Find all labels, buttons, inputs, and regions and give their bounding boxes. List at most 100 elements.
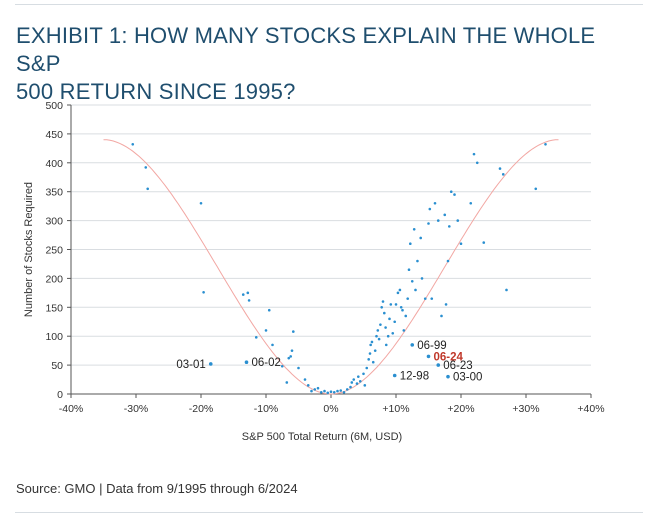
x-tick-label: 0% xyxy=(323,403,338,415)
data-point xyxy=(428,207,432,211)
data-point xyxy=(423,297,427,300)
data-point xyxy=(363,384,367,387)
data-point xyxy=(371,360,375,364)
y-tick-label: 150 xyxy=(45,302,63,314)
data-point xyxy=(456,219,460,222)
data-point xyxy=(375,334,378,338)
data-point xyxy=(398,288,402,292)
data-point xyxy=(414,288,417,292)
data-point xyxy=(419,236,423,240)
data-point xyxy=(326,391,330,395)
x-tick-label: -40% xyxy=(59,403,84,415)
y-tick-label: 300 xyxy=(45,216,63,228)
data-point xyxy=(349,385,352,389)
labeled-point-12-98 xyxy=(392,373,397,378)
data-point xyxy=(394,303,398,306)
data-point xyxy=(376,329,380,332)
point-label-06-23: 06-23 xyxy=(443,360,472,372)
data-point xyxy=(264,329,268,332)
data-point xyxy=(297,366,300,370)
data-point xyxy=(443,213,447,217)
grid-lines xyxy=(71,104,591,366)
data-point xyxy=(369,343,372,347)
data-point xyxy=(383,311,386,315)
data-point xyxy=(355,382,359,385)
y-axis-label: Number of Stocks Required xyxy=(23,182,35,317)
data-point xyxy=(146,187,149,191)
data-point xyxy=(427,222,430,225)
data-point xyxy=(389,303,393,306)
data-point xyxy=(350,381,354,384)
x-tick-label: -10% xyxy=(254,403,279,415)
point-label-06-99: 06-99 xyxy=(417,340,446,352)
point-label-03-00: 03-00 xyxy=(453,372,482,384)
data-point xyxy=(393,320,397,324)
x-tick-label: +10% xyxy=(382,403,409,415)
data-points xyxy=(131,143,547,395)
data-point xyxy=(436,219,440,222)
data-point xyxy=(247,299,251,302)
point-label-03-01: 03-01 xyxy=(176,359,205,371)
y-tick-label: 450 xyxy=(45,129,63,141)
x-tick-label: -20% xyxy=(189,403,214,415)
data-point xyxy=(409,242,412,246)
top-rule xyxy=(15,4,643,5)
source-note: Source: GMO | Data from 9/1995 through 6… xyxy=(16,481,298,496)
data-point xyxy=(388,317,391,321)
data-point xyxy=(368,352,372,355)
data-point xyxy=(144,166,148,169)
data-point xyxy=(544,143,547,146)
data-point xyxy=(370,340,374,344)
y-tick-label: 50 xyxy=(51,360,63,372)
x-tick-label: +30% xyxy=(512,403,539,415)
fit-curve xyxy=(103,139,559,395)
data-point xyxy=(373,349,377,352)
data-point xyxy=(285,381,289,384)
labeled-point-06-02 xyxy=(244,360,249,365)
point-label-12-98: 12-98 xyxy=(400,371,429,383)
chart-title-line-2: 500 RETURN SINCE 1995? xyxy=(16,79,296,104)
data-point xyxy=(367,358,371,361)
data-point xyxy=(407,268,411,272)
data-point xyxy=(352,378,356,381)
data-point xyxy=(475,161,479,165)
labeled-point-03-00 xyxy=(446,374,450,379)
data-point xyxy=(534,187,538,191)
labeled-point-06-24 xyxy=(426,354,431,359)
data-point xyxy=(339,389,343,392)
data-point xyxy=(280,364,284,368)
data-point xyxy=(310,389,313,393)
data-point xyxy=(381,300,385,303)
data-point xyxy=(384,326,387,329)
data-point xyxy=(199,201,203,205)
chart-title: EXHIBIT 1: HOW MANY STOCKS EXPLAIN THE W… xyxy=(16,22,616,106)
bottom-rule xyxy=(15,512,643,513)
data-point xyxy=(448,225,451,228)
y-tick-label: 200 xyxy=(45,273,63,285)
chart-title-line-1: EXHIBIT 1: HOW MANY STOCKS EXPLAIN THE W… xyxy=(16,23,596,76)
data-point xyxy=(391,332,395,335)
data-point xyxy=(362,372,365,376)
data-point xyxy=(358,379,362,383)
y-tick-label: 0 xyxy=(57,389,63,401)
data-point xyxy=(365,366,369,370)
data-point xyxy=(469,201,473,205)
y-axis-ticks: 0 50 100 150 200 250 300 350 400 450 500 xyxy=(45,100,71,401)
data-point xyxy=(292,330,295,333)
data-point xyxy=(313,388,317,391)
data-point xyxy=(401,308,404,312)
y-tick-label: 100 xyxy=(45,331,63,343)
data-point xyxy=(498,167,502,170)
data-point xyxy=(444,303,448,306)
data-point xyxy=(386,334,390,338)
data-point xyxy=(416,259,419,263)
labeled-point-06-23 xyxy=(436,363,441,367)
data-point xyxy=(329,390,333,393)
data-point xyxy=(396,291,400,295)
data-point xyxy=(433,201,437,205)
data-point xyxy=(303,378,307,381)
data-point xyxy=(440,314,443,318)
data-point xyxy=(241,293,245,296)
point-label-06-02: 06-02 xyxy=(252,357,281,369)
data-point xyxy=(404,314,408,318)
